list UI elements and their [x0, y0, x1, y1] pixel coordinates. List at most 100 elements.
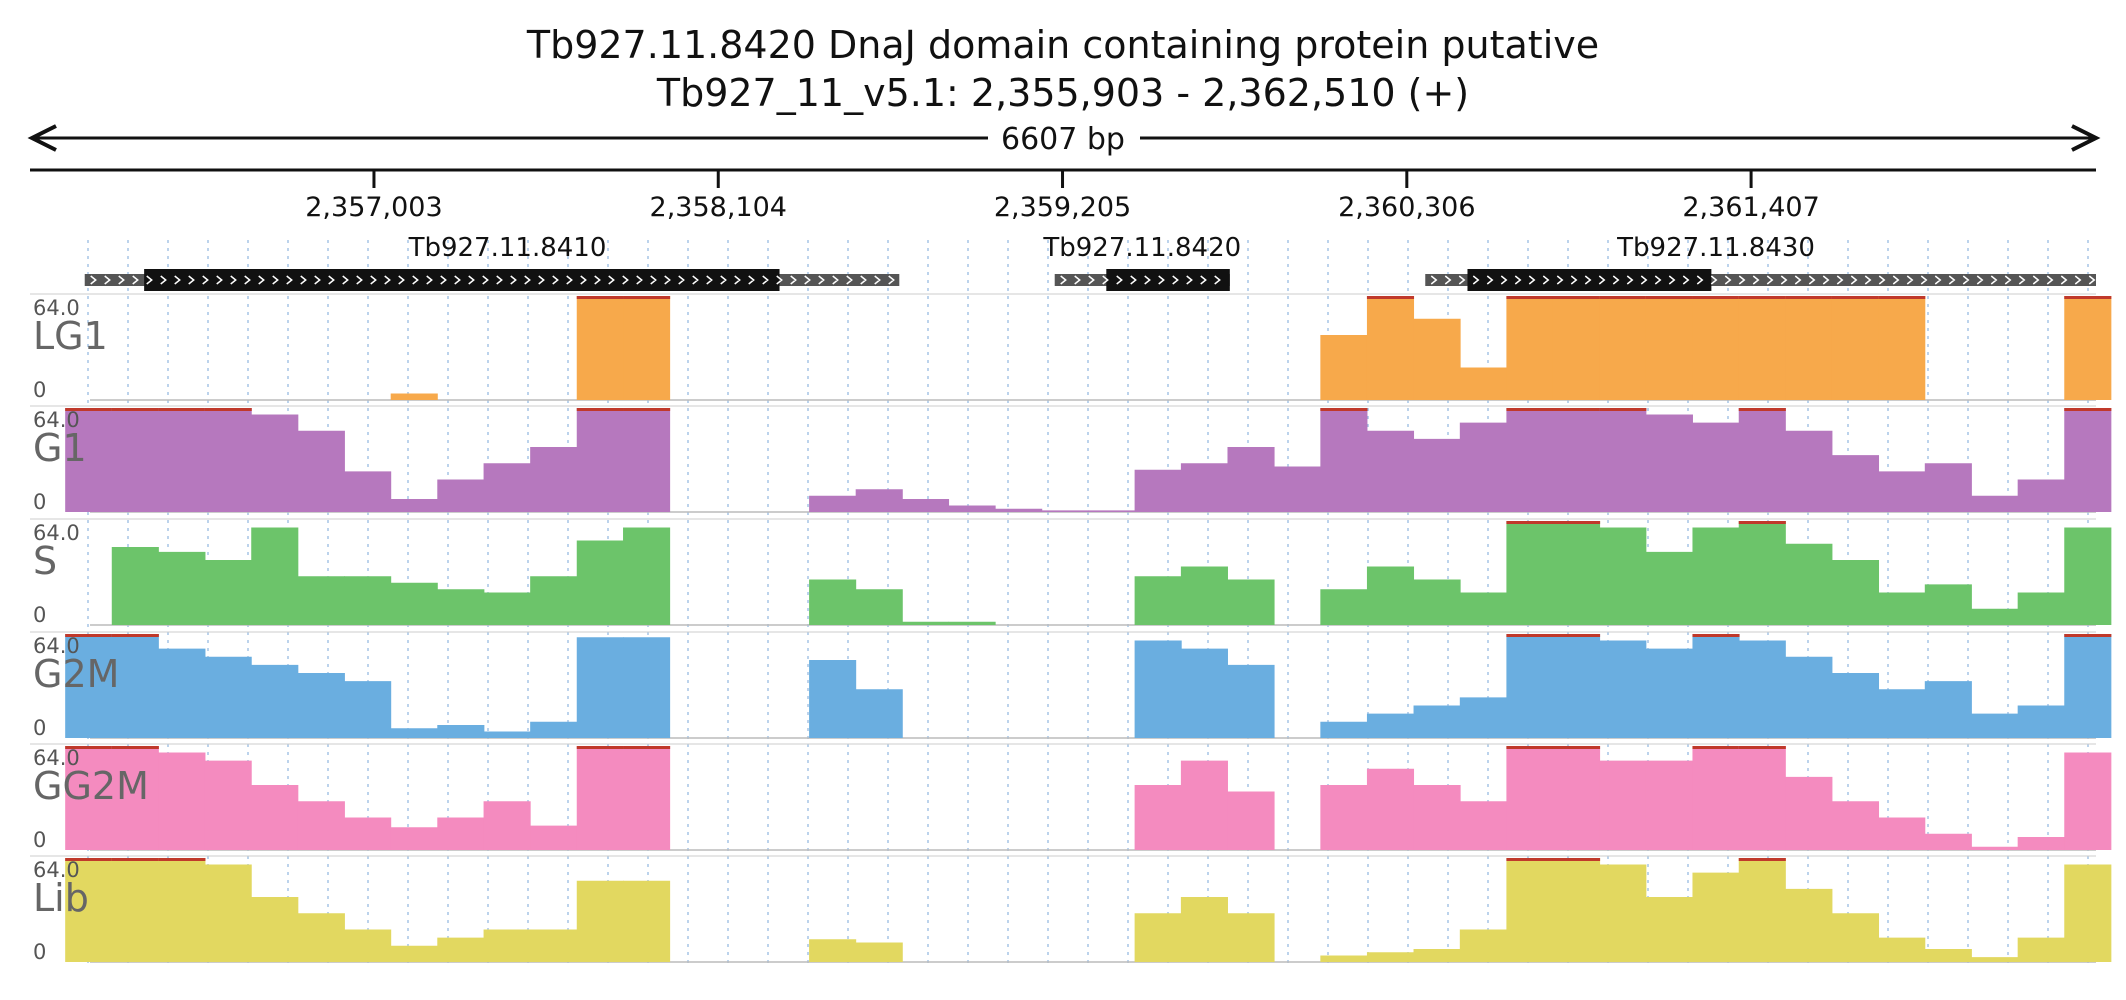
- gene-label: Tb927.11.8410: [408, 233, 607, 263]
- coverage-bar: [1692, 527, 1740, 625]
- coverage-bar: [390, 728, 438, 738]
- gene-cds: [144, 269, 780, 291]
- coverage-bar: [623, 408, 671, 512]
- coverage-bar: [111, 858, 159, 962]
- coverage-bar: [1134, 913, 1182, 962]
- clip-indicator: [1320, 408, 1368, 411]
- coverage-bar: [483, 801, 531, 850]
- coverage-bar: [251, 897, 299, 962]
- coverage-bar: [483, 929, 531, 962]
- scale-min-label: 0: [33, 603, 46, 627]
- coverage-bar: [483, 731, 531, 738]
- track-name: G2M: [33, 652, 119, 696]
- coverage-bar: [623, 527, 671, 625]
- coverage-bar: [437, 817, 485, 850]
- coverage-bar: [1366, 768, 1415, 850]
- coverage-bar: [855, 942, 903, 962]
- coverage-bar: [297, 673, 345, 738]
- coverage-bar: [1552, 634, 1601, 738]
- coverage-bar: [1785, 656, 1833, 738]
- gene-label: Tb927.11.8420: [1042, 233, 1241, 263]
- coverage-bar: [204, 864, 252, 962]
- coverage-bar: [2017, 705, 2065, 738]
- coverage-bar: [1552, 408, 1601, 512]
- clip-indicator: [2064, 634, 2112, 637]
- clip-indicator: [1645, 296, 1693, 299]
- clip-indicator: [111, 408, 159, 411]
- coverage-bar: [2017, 837, 2065, 850]
- coverage-bar: [1413, 318, 1461, 400]
- coverage-bar: [530, 576, 578, 625]
- coverage-bar: [1831, 296, 1880, 400]
- coverage-bar: [1692, 746, 1740, 850]
- coverage-bar: [344, 576, 392, 625]
- coverage-bar: [1878, 937, 1926, 962]
- scale-min-label: 0: [33, 940, 46, 964]
- coverage-bar: [948, 621, 996, 625]
- coverage-bar: [1320, 408, 1368, 512]
- clip-indicator: [1692, 296, 1740, 299]
- coverage-bar: [1366, 713, 1415, 738]
- coverage-bar: [1459, 422, 1507, 512]
- coverage-bar: [1645, 760, 1693, 850]
- page-title: Tb927.11.8420 DnaJ domain containing pro…: [526, 23, 1599, 67]
- coverage-bar: [1785, 888, 1833, 962]
- left-arrow-icon: [27, 124, 57, 152]
- coverage-bar: [623, 880, 671, 962]
- coverage-bar: [1227, 579, 1275, 625]
- locus-subtitle: Tb927_11_v5.1: 2,355,903 - 2,362,510 (+): [656, 71, 1469, 115]
- scale-min-label: 0: [33, 490, 46, 514]
- coverage-bar: [1692, 872, 1740, 962]
- coverage-bar: [809, 579, 857, 625]
- clip-indicator: [623, 408, 671, 411]
- scale-min-label: 0: [33, 716, 46, 740]
- coverage-bar: [1413, 949, 1461, 962]
- strand-arrows-icon: [1060, 275, 1221, 285]
- clip-indicator: [1831, 296, 1880, 299]
- coverage-bar: [1831, 560, 1880, 625]
- coverage-bar: [1506, 408, 1554, 512]
- coverage-bar: [1924, 833, 1972, 850]
- coverage-bar: [437, 479, 485, 512]
- coverage-bar: [1599, 864, 1647, 962]
- coverage-bar: [1366, 430, 1415, 512]
- coverage-bar: [1599, 760, 1647, 850]
- coverage-bar: [297, 430, 345, 512]
- clip-indicator: [1738, 746, 1786, 749]
- coverage-bar: [1599, 640, 1647, 738]
- coverage-bar: [1459, 367, 1507, 400]
- coverage-bar: [1738, 521, 1786, 625]
- coverage-bar: [1599, 296, 1647, 400]
- clip-indicator: [576, 296, 624, 299]
- coverage-bar: [1180, 566, 1228, 625]
- track-name: Lib: [33, 876, 89, 920]
- coverage-bar: [1180, 648, 1228, 738]
- coverage-tracks: 64.00LG164.00G164.00S64.00G2M64.00GG2M64…: [30, 293, 2112, 964]
- coverage-bar: [1971, 846, 2019, 850]
- coverage-bar: [1831, 673, 1880, 738]
- clip-indicator: [111, 746, 159, 749]
- coverage-bar: [344, 817, 392, 850]
- coverage-bar: [1878, 296, 1926, 400]
- clip-indicator: [1552, 634, 1601, 637]
- coverage-bar: [1599, 408, 1647, 512]
- gene-track: Tb927.11.8410 Tb927.11.8420 Tb927.11.8430: [84, 233, 2096, 291]
- coverage-bar: [1506, 521, 1554, 625]
- coverage-bar: [809, 660, 857, 738]
- coverage-bar: [204, 560, 252, 625]
- clip-indicator: [2064, 296, 2112, 299]
- length-ruler: 6607 bp: [27, 122, 2101, 157]
- clip-indicator: [1738, 521, 1786, 524]
- coverage-bar: [437, 589, 485, 625]
- clip-indicator: [1738, 858, 1786, 861]
- coverage-bar: [1692, 422, 1740, 512]
- gene-label: Tb927.11.8430: [1616, 233, 1815, 263]
- clip-indicator: [1878, 296, 1926, 299]
- coverage-bar: [1878, 689, 1926, 738]
- scale-max-label: 64.0: [33, 634, 80, 658]
- coverage-bar: [1227, 913, 1275, 962]
- coverage-bar: [1227, 664, 1275, 738]
- tick-label: 2,360,306: [1338, 192, 1475, 223]
- coverage-bar: [483, 463, 531, 512]
